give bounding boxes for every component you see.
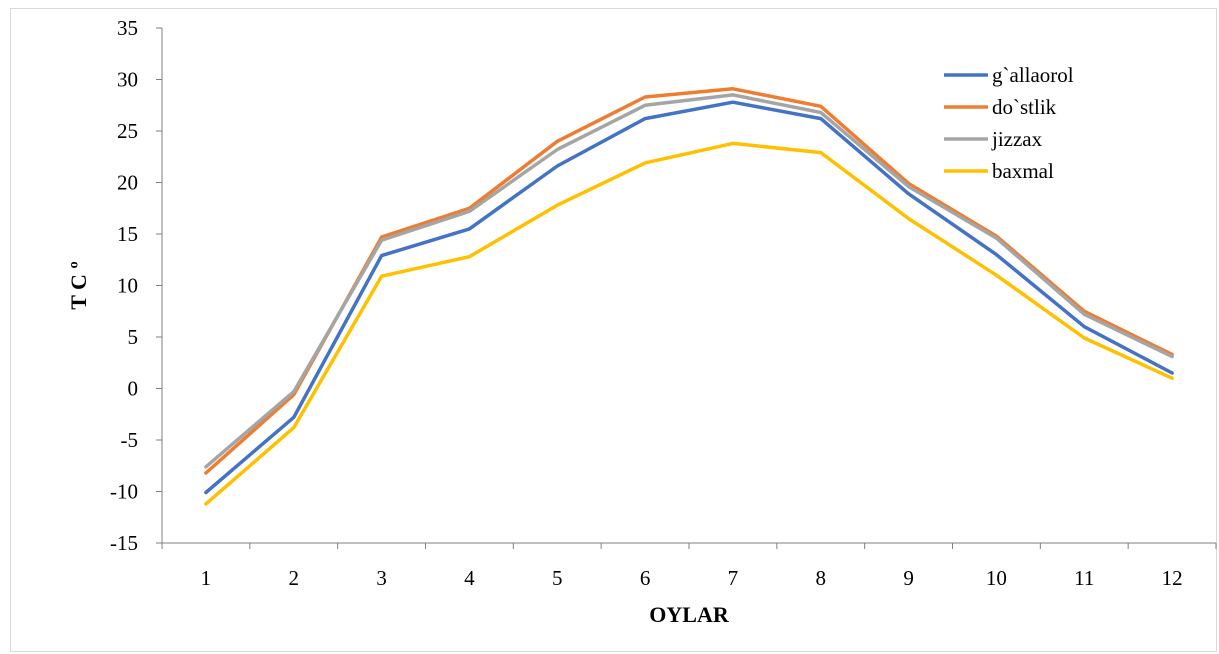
y-tick-label: 15 [117,222,138,246]
x-tick-label: 2 [289,566,300,590]
y-tick-label: 35 [117,16,138,40]
legend-label: jizzax [991,127,1043,151]
x-tick-label: 11 [1074,566,1094,590]
x-tick-label: 12 [1162,566,1183,590]
y-tick-label: 0 [128,377,139,401]
x-tick-label: 3 [376,566,387,590]
series-layer [204,87,1174,506]
x-tick-label: 7 [728,566,739,590]
chart-frame [10,8,1217,652]
y-tick-label: 20 [117,171,138,195]
legend-label: baxmal [992,159,1054,183]
legend-label: do`stlik [992,95,1057,119]
x-tick-label: 10 [986,566,1007,590]
y-tick-label: 10 [117,274,138,298]
x-tick-label: 6 [640,566,651,590]
x-tick-label: 1 [201,566,212,590]
y-tick-label: -15 [110,531,138,555]
legend-label: g`allaorol [992,63,1074,87]
x-axis-title: OYLAR [649,602,730,627]
legend: g`allaorol do`stlik jizzax baxmal [944,63,1074,183]
x-tick-label: 9 [903,566,914,590]
y-tick-label: -5 [121,428,139,452]
y-tick-label: 5 [128,325,139,349]
series-line-jizzax [204,93,1174,469]
y-axis-title: T C º [66,261,91,309]
y-tick-label: 25 [117,119,138,143]
series-line-g-allaorol [204,100,1174,495]
series-line-baxmal [204,141,1174,506]
x-tick-label: 4 [464,566,475,590]
x-tick-label: 5 [552,566,563,590]
y-tick-label: -10 [110,480,138,504]
x-tick-label: 8 [816,566,827,590]
y-tick-label: 30 [117,68,138,92]
